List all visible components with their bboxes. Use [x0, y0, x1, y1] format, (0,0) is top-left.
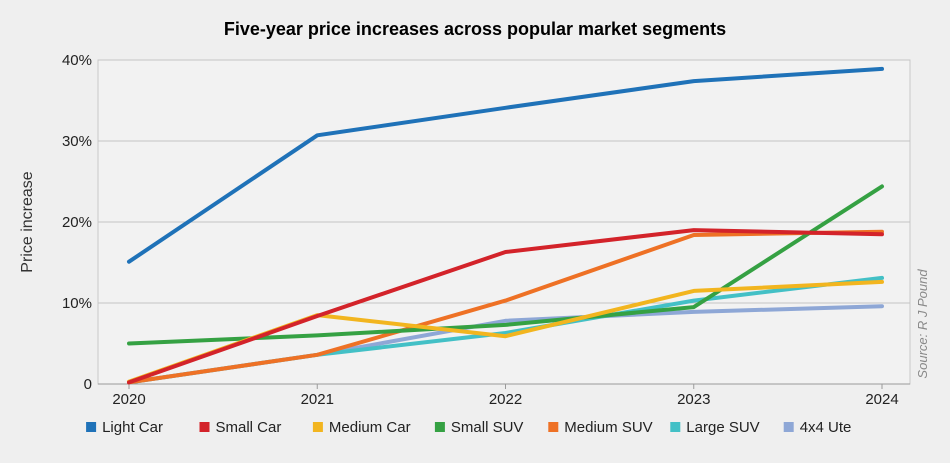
legend: Light Car Small Car Medium Car Small SUV Med… — [86, 419, 851, 436]
legend-item-medium-suv[interactable]: Medium SUV — [548, 419, 653, 436]
legend-item-medium-car[interactable]: Medium Car — [312, 419, 411, 436]
x-tick-label: 2022 — [489, 391, 522, 408]
legend-label: Small Car — [216, 419, 282, 436]
y-axis-title: Price increase — [19, 171, 36, 272]
legend-label: Medium Car — [329, 419, 411, 436]
x-tick-label: 2020 — [112, 391, 145, 408]
legend-label: Large SUV — [686, 419, 759, 436]
legend-swatch — [312, 422, 323, 432]
y-tick-label: 0 — [84, 376, 92, 393]
legend-label: Medium SUV — [564, 419, 652, 436]
x-tick-label: 2024 — [865, 391, 898, 408]
y-tick-label: 30% — [62, 133, 92, 150]
legend-swatch — [86, 422, 97, 432]
legend-swatch — [548, 422, 559, 432]
legend-swatch — [199, 422, 210, 432]
x-tick-label: 2021 — [301, 391, 334, 408]
legend-item-small-suv[interactable]: Small SUV — [434, 419, 524, 436]
legend-item-small-car[interactable]: Small Car — [199, 419, 282, 436]
legend-label: Small SUV — [451, 419, 524, 436]
legend-swatch — [434, 422, 445, 432]
legend-item-large-suv[interactable]: Large SUV — [670, 419, 760, 436]
chart-title: Five-year price increases across popular… — [224, 19, 726, 39]
legend-swatch — [783, 422, 794, 432]
y-tick-label: 40% — [62, 52, 92, 69]
series-line-small-car — [127, 228, 884, 385]
legend-label: 4x4 Ute — [800, 419, 852, 436]
legend-label: Light Car — [102, 419, 163, 436]
legend-item-light-car[interactable]: Light Car — [86, 419, 163, 436]
plot-area: 0 10% 20% 30% 40% 2020 2021 2022 2023 2024 — [62, 52, 911, 408]
series-line-medium-suv — [127, 229, 884, 385]
legend-item-4x4-ute[interactable]: 4x4 Ute — [783, 419, 852, 436]
x-tick-label: 2023 — [677, 391, 710, 408]
series-line-light-car — [127, 66, 884, 264]
source-note: Source: R J Pound — [915, 269, 930, 379]
legend-swatch — [670, 422, 681, 432]
y-tick-label: 10% — [62, 295, 92, 312]
y-tick-label: 20% — [62, 214, 92, 231]
